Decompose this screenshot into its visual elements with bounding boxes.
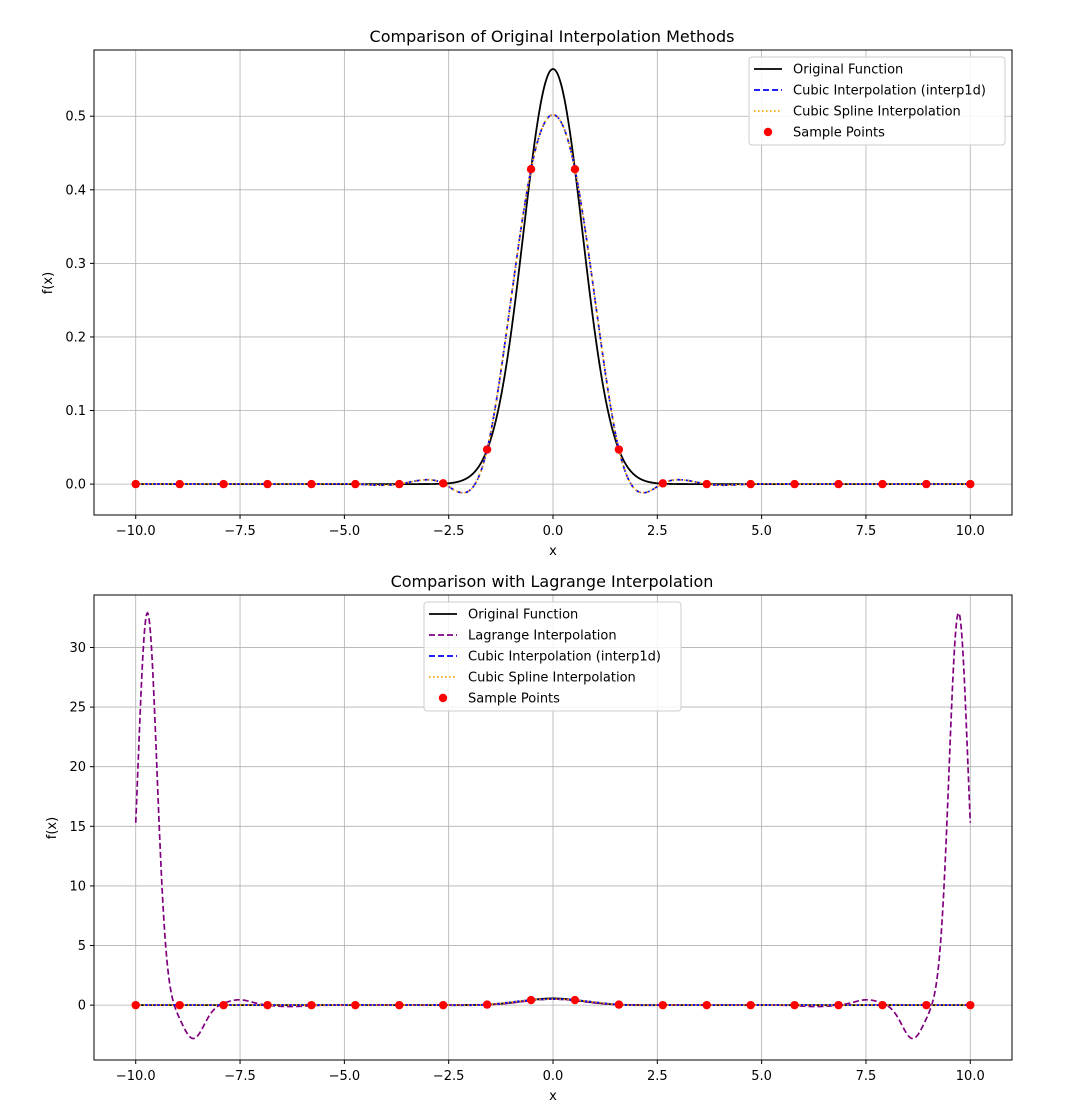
top-legend-label: Cubic Interpolation (interp1d) bbox=[793, 84, 986, 99]
top-sample-point bbox=[526, 164, 536, 174]
top-xtick-label: −2.5 bbox=[433, 524, 465, 539]
bottom-sample-point bbox=[175, 1000, 184, 1010]
top-chart-panel: Comparison of Original Interpolation Met… bbox=[41, 27, 1013, 559]
bottom-sample-point bbox=[658, 1000, 668, 1010]
bottom-sample-point bbox=[570, 995, 580, 1005]
top-legend-marker bbox=[763, 127, 773, 137]
bottom-sample-point bbox=[922, 1000, 931, 1010]
bottom-sample-point bbox=[702, 1000, 711, 1010]
bottom-legend-label: Cubic Spline Interpolation bbox=[468, 671, 636, 686]
bottom-legend-label: Original Function bbox=[468, 608, 578, 623]
top-ytick-label: 0.0 bbox=[65, 478, 86, 493]
top-sample-point bbox=[263, 479, 272, 489]
top-sample-point bbox=[175, 479, 184, 489]
top-sample-point bbox=[746, 479, 755, 489]
bottom-chart-xlabel: x bbox=[549, 1089, 557, 1104]
top-xtick-label: 2.5 bbox=[647, 524, 668, 539]
bottom-ytick-label: 30 bbox=[69, 641, 86, 656]
top-sample-point bbox=[658, 479, 668, 488]
bottom-series-spline-line bbox=[135, 998, 971, 1007]
top-xtick-label: −10.0 bbox=[116, 524, 156, 539]
top-xtick-label: 7.5 bbox=[856, 524, 877, 539]
top-legend-box bbox=[748, 56, 1006, 146]
top-sample-point bbox=[834, 479, 843, 489]
top-sample-point bbox=[131, 479, 140, 489]
bottom-ytick-label: 15 bbox=[69, 820, 86, 835]
bottom-ytick-label: 5 bbox=[78, 939, 86, 954]
bottom-chart-title: Comparison with Lagrange Interpolation bbox=[391, 572, 714, 591]
bottom-xtick-label: −5.0 bbox=[329, 1069, 361, 1084]
bottom-sample-point bbox=[219, 1000, 228, 1010]
bottom-sample-point bbox=[966, 1000, 975, 1010]
bottom-sample-point bbox=[438, 1000, 448, 1010]
top-ytick-label: 0.5 bbox=[65, 110, 86, 125]
top-legend-label: Original Function bbox=[793, 63, 903, 78]
top-sample-point bbox=[438, 479, 448, 488]
bottom-ytick-label: 20 bbox=[69, 760, 86, 775]
bottom-sample-point bbox=[526, 995, 536, 1005]
bottom-legend-label: Cubic Interpolation (interp1d) bbox=[468, 650, 661, 665]
bottom-sample-point bbox=[878, 1000, 887, 1010]
bottom-xtick-label: −7.5 bbox=[224, 1069, 256, 1084]
top-xtick-label: 10.0 bbox=[956, 524, 985, 539]
top-xtick-label: −7.5 bbox=[224, 524, 256, 539]
bottom-ytick-label: 10 bbox=[69, 879, 86, 894]
top-chart-ylabel: f(x) bbox=[41, 272, 56, 294]
top-sample-point bbox=[482, 445, 492, 454]
top-chart-title: Comparison of Original Interpolation Met… bbox=[370, 27, 735, 46]
bottom-sample-point bbox=[834, 1000, 843, 1010]
top-legend-label: Sample Points bbox=[793, 126, 885, 141]
top-xtick-label: 0.0 bbox=[543, 524, 564, 539]
bottom-chart-legend: Original Function Lagrange Interpolation C… bbox=[423, 601, 682, 712]
top-ytick-label: 0.3 bbox=[65, 257, 86, 272]
top-sample-point bbox=[922, 479, 931, 489]
bottom-xtick-label: 2.5 bbox=[647, 1069, 668, 1084]
top-sample-point bbox=[570, 164, 580, 174]
top-sample-point bbox=[878, 479, 887, 489]
top-sample-point bbox=[219, 479, 228, 489]
bottom-sample-point bbox=[395, 1000, 404, 1010]
top-sample-point bbox=[307, 479, 316, 489]
top-sample-point bbox=[966, 479, 975, 489]
top-sample-point bbox=[395, 479, 404, 489]
bottom-xtick-label: 0.0 bbox=[543, 1069, 564, 1084]
top-series-cubic-line bbox=[135, 113, 971, 494]
top-ytick-label: 0.1 bbox=[65, 404, 86, 419]
bottom-sample-point bbox=[482, 1000, 492, 1009]
bottom-legend-box bbox=[423, 601, 682, 712]
bottom-chart-ylabel: f(x) bbox=[45, 817, 60, 839]
top-sample-point bbox=[790, 479, 799, 489]
bottom-sample-point bbox=[131, 1000, 140, 1010]
bottom-chart-panel: Comparison with Lagrange Interpolation −… bbox=[45, 572, 1013, 1104]
bottom-legend-marker bbox=[438, 693, 448, 703]
top-ytick-label: 0.2 bbox=[65, 330, 86, 345]
bottom-xtick-label: −10.0 bbox=[116, 1069, 156, 1084]
bottom-sample-point bbox=[351, 1000, 360, 1010]
top-sample-point bbox=[351, 479, 360, 489]
bottom-xtick-label: −2.5 bbox=[433, 1069, 465, 1084]
bottom-ytick-label: 25 bbox=[69, 701, 86, 716]
bottom-xtick-label: 7.5 bbox=[856, 1069, 877, 1084]
bottom-xtick-label: 10.0 bbox=[956, 1069, 985, 1084]
top-ytick-label: 0.4 bbox=[65, 183, 86, 198]
bottom-sample-point bbox=[307, 1000, 316, 1010]
bottom-xtick-label: 5.0 bbox=[751, 1069, 772, 1084]
bottom-sample-point bbox=[263, 1000, 272, 1010]
top-chart-legend: Original Function Cubic Interpolation (in… bbox=[748, 56, 1006, 146]
top-sample-point bbox=[614, 445, 624, 454]
top-xtick-label: −5.0 bbox=[329, 524, 361, 539]
bottom-legend-label: Lagrange Interpolation bbox=[468, 629, 617, 644]
bottom-sample-point bbox=[790, 1000, 799, 1010]
bottom-sample-point bbox=[746, 1000, 755, 1010]
top-sample-point bbox=[702, 479, 711, 489]
bottom-sample-point bbox=[614, 1000, 624, 1009]
bottom-legend-label: Sample Points bbox=[468, 692, 560, 707]
top-chart-xlabel: x bbox=[549, 544, 557, 559]
top-legend-label: Cubic Spline Interpolation bbox=[793, 105, 961, 120]
bottom-ytick-label: 0 bbox=[78, 999, 86, 1014]
top-xtick-label: 5.0 bbox=[751, 524, 772, 539]
